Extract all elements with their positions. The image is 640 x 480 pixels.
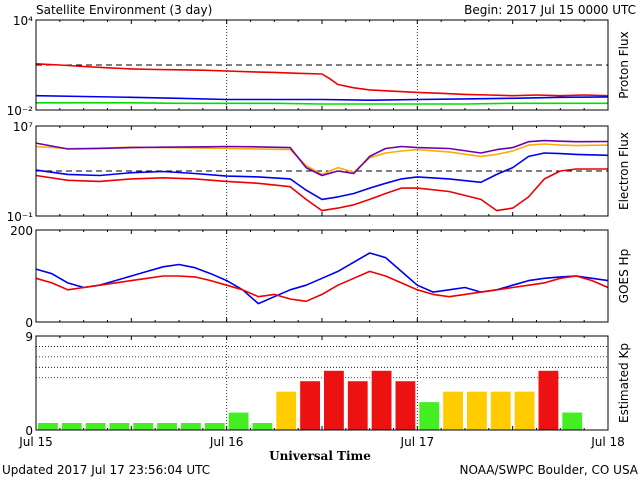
kp-bar: [347, 381, 368, 430]
series-purple-line: [35, 139, 609, 177]
kp-bar: [443, 391, 463, 430]
y-tick-label: 200: [10, 224, 33, 238]
kp-bar: [395, 381, 416, 430]
hp-panel: 200 0 GOES Hp: [10, 224, 631, 330]
x-tick-label: Jul 18: [590, 435, 625, 449]
kp-bar: [85, 423, 106, 430]
chart-title: Satellite Environment (3 day): [36, 3, 212, 17]
series-blue-line: [35, 152, 609, 201]
x-tick-label: Jul 15: [18, 435, 53, 449]
series-green-line: [36, 102, 608, 105]
kp-bar: [204, 423, 225, 430]
kp-bar: [38, 423, 58, 430]
begin-time: Begin: 2017 Jul 15 0000 UTC: [464, 3, 636, 17]
kp-bar: [562, 412, 583, 430]
y-tick-label: 10⁷: [13, 120, 33, 134]
kp-bar: [252, 423, 273, 430]
kp-bar: [276, 391, 297, 430]
y-axis-label: Proton Flux: [617, 31, 631, 98]
panel-frame: [35, 229, 609, 323]
proton-panel: 10⁴ 10⁻² Proton Flux: [7, 14, 631, 118]
chart-panels: 10⁴ 10⁻² Proton Flux 10⁷ 10⁻¹ Electron Flux 20…: [7, 14, 631, 449]
kp-bar: [467, 391, 487, 430]
kp-bar: [490, 391, 511, 430]
kp-bar: [109, 423, 130, 430]
y-tick-label: 9: [25, 330, 33, 344]
kp-bar: [133, 423, 154, 430]
kp-bar: [324, 370, 344, 430]
kp-bar: [228, 412, 249, 430]
kp-bar: [538, 370, 559, 430]
y-tick-label: 10⁻²: [7, 104, 34, 118]
updated-timestamp: Updated 2017 Jul 17 23:56:04 UTC: [2, 463, 210, 477]
kp-bar: [157, 423, 177, 430]
series-red-line: [35, 168, 608, 212]
series-red-line: [35, 270, 609, 303]
kp-bar: [181, 423, 201, 430]
source-credit: NOAA/SWPC Boulder, CO USA: [460, 463, 639, 477]
y-tick-label: 10⁻¹: [7, 210, 34, 224]
y-tick-label: 10⁴: [13, 14, 33, 28]
y-tick-label: 0: [25, 424, 33, 438]
y-axis-label: Estimated Kp: [617, 343, 631, 423]
electron-panel: 10⁷ 10⁻¹ Electron Flux: [7, 120, 631, 224]
y-tick-label: 0: [25, 316, 33, 330]
kp-bar: [419, 402, 440, 430]
x-tick-label: Jul 16: [209, 435, 244, 449]
kp-panel: 9 0 Estimated Kp: [25, 330, 631, 438]
series-red-line: [35, 63, 609, 97]
x-axis-label: Universal Time: [269, 449, 371, 463]
y-axis-label: GOES Hp: [617, 249, 631, 303]
x-tick-label: Jul 17: [400, 435, 435, 449]
kp-bar: [300, 381, 320, 430]
y-axis-label: Electron Flux: [617, 132, 631, 210]
kp-bar: [514, 391, 535, 430]
series-blue-line: [35, 94, 609, 101]
kp-bar: [371, 370, 392, 430]
series-blue-line: [35, 252, 609, 305]
kp-bar: [61, 423, 82, 430]
